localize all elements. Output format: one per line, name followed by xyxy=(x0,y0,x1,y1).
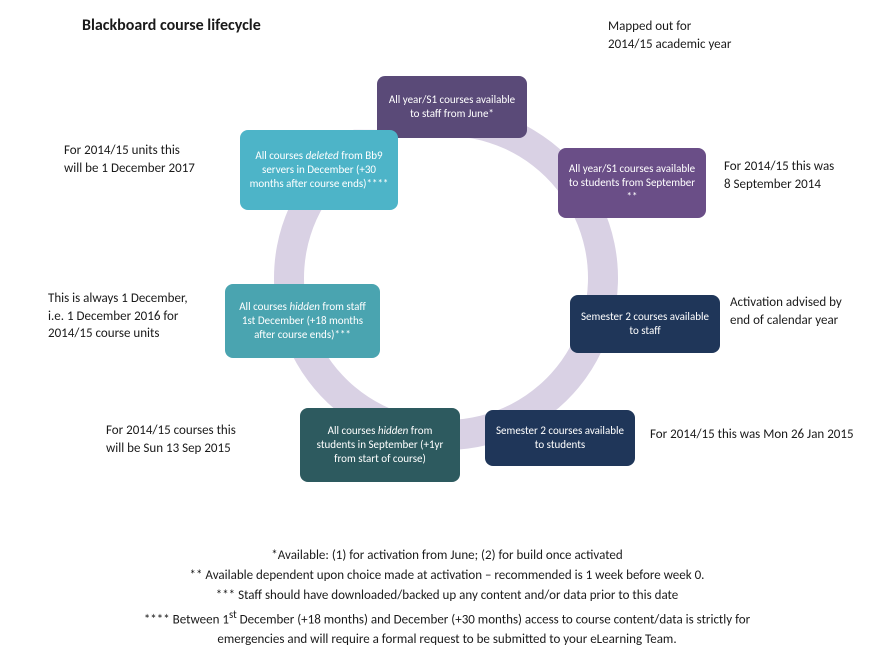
annotation: For 2014/15 courses thiswill be Sun 13 S… xyxy=(106,422,306,457)
lifecycle-node-label: Semester 2 courses available to students xyxy=(493,424,627,452)
footnote-line: *Available: (1) for activation from June… xyxy=(0,547,894,566)
lifecycle-node: All year/S1 courses available to staff f… xyxy=(377,76,527,138)
annotation: For 2014/15 this was8 September 2014 xyxy=(724,158,894,193)
annotation: For 2014/15 this was Mon 26 Jan 2015 xyxy=(650,426,894,444)
footnotes: *Available: (1) for activation from June… xyxy=(0,546,894,651)
footnote-line: emergencies and will require a formal re… xyxy=(0,631,894,650)
lifecycle-node: All year/S1 courses available to student… xyxy=(558,148,706,218)
lifecycle-node-label: All year/S1 courses available to student… xyxy=(566,162,698,203)
annotation: For 2014/15 units thiswill be 1 December… xyxy=(64,142,264,177)
lifecycle-node-label: Semester 2 courses available to staff xyxy=(578,310,712,338)
lifecycle-node: Semester 2 courses available to students xyxy=(485,410,635,466)
lifecycle-node-label: All courses deleted from Bb9 servers in … xyxy=(248,149,390,190)
annotation: This is always 1 December,i.e. 1 Decembe… xyxy=(48,290,248,343)
lifecycle-node-label: All courses hidden from students in Sept… xyxy=(308,424,452,465)
lifecycle-node-label: All year/S1 courses available to staff f… xyxy=(385,93,519,121)
lifecycle-node-label: All courses hidden from staff 1st Decemb… xyxy=(233,300,372,341)
footnote-line: *** Staff should have downloaded/backed … xyxy=(0,587,894,606)
annotation: Mapped out for2014/15 academic year xyxy=(608,18,808,53)
lifecycle-node: All courses hidden from staff 1st Decemb… xyxy=(225,284,380,358)
footnote-line: **** Between 1st December (+18 months) a… xyxy=(0,607,894,630)
lifecycle-node: Semester 2 courses available to staff xyxy=(570,295,720,353)
lifecycle-node: All courses hidden from students in Sept… xyxy=(300,408,460,482)
footnote-line: ** Available dependent upon choice made … xyxy=(0,567,894,586)
annotation: Activation advised byend of calendar yea… xyxy=(730,294,894,329)
